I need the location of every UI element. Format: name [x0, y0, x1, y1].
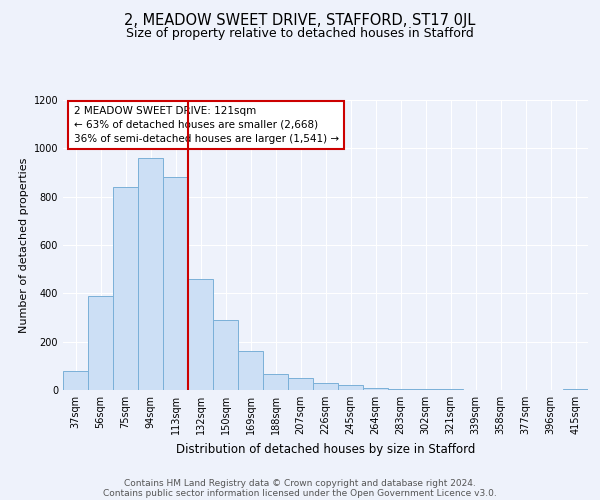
Bar: [413, 389, 438, 390]
Bar: [213, 320, 238, 390]
X-axis label: Distribution of detached houses by size in Stafford: Distribution of detached houses by size …: [176, 442, 475, 456]
Text: Contains public sector information licensed under the Open Government Licence v3: Contains public sector information licen…: [103, 488, 497, 498]
Bar: [88, 296, 113, 390]
Bar: [188, 279, 213, 390]
Bar: [313, 383, 338, 390]
Text: Contains HM Land Registry data © Crown copyright and database right 2024.: Contains HM Land Registry data © Crown c…: [124, 478, 476, 488]
Bar: [363, 388, 388, 390]
Bar: [563, 389, 588, 390]
Bar: [238, 352, 263, 390]
Bar: [388, 389, 413, 390]
Text: Size of property relative to detached houses in Stafford: Size of property relative to detached ho…: [126, 28, 474, 40]
Bar: [163, 178, 188, 390]
Text: 2 MEADOW SWEET DRIVE: 121sqm
← 63% of detached houses are smaller (2,668)
36% of: 2 MEADOW SWEET DRIVE: 121sqm ← 63% of de…: [74, 106, 338, 144]
Bar: [113, 187, 138, 390]
Bar: [263, 374, 288, 390]
Bar: [338, 385, 363, 390]
Text: 2, MEADOW SWEET DRIVE, STAFFORD, ST17 0JL: 2, MEADOW SWEET DRIVE, STAFFORD, ST17 0J…: [124, 12, 476, 28]
Bar: [63, 370, 88, 390]
Y-axis label: Number of detached properties: Number of detached properties: [19, 158, 29, 332]
Bar: [138, 158, 163, 390]
Bar: [288, 378, 313, 390]
